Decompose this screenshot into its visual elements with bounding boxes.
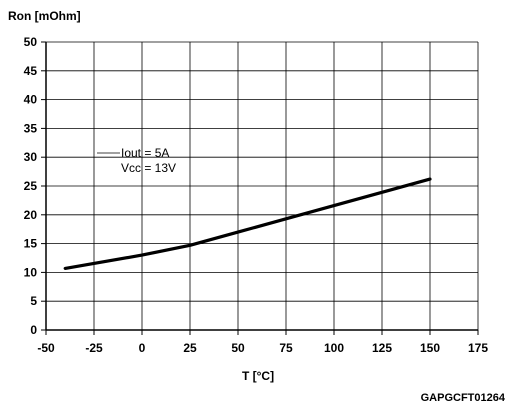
x-tick-label: 175	[468, 341, 488, 355]
x-tick-label: 100	[324, 341, 344, 355]
x-tick-label: 0	[139, 341, 146, 355]
x-tick-label: -25	[85, 341, 103, 355]
y-tick-label: 5	[30, 294, 37, 308]
y-tick-label: 25	[24, 179, 38, 193]
y-tick-label: 15	[24, 237, 38, 251]
y-tick-label: 40	[24, 93, 38, 107]
x-tick-label: -50	[37, 341, 55, 355]
figure-id: GAPGCFT01264	[421, 392, 506, 404]
y-tick-label: 0	[30, 323, 37, 337]
series-line-ron	[63, 177, 432, 270]
annotation-iout: Iout = 5A	[121, 146, 169, 160]
annotation-vcc: Vcc = 13V	[121, 161, 176, 175]
y-tick-label: 30	[24, 150, 38, 164]
grid	[45, 41, 479, 331]
x-tick-label: 75	[279, 341, 293, 355]
y-tick-labels: 0 5 10 15 20 25 30 35 40 45 50	[24, 35, 38, 337]
axes	[41, 41, 479, 335]
x-tick-label: 50	[231, 341, 245, 355]
y-tick-label: 45	[24, 64, 38, 78]
x-tick-label: 150	[420, 341, 440, 355]
y-tick-label: 10	[24, 265, 38, 279]
x-tick-labels: -50 -25 0 25 50 75 100 125 150 175	[37, 341, 488, 355]
y-tick-label: 35	[24, 121, 38, 135]
y-tick-label: 20	[24, 208, 38, 222]
y-axis-label: Ron [mOhm]	[8, 9, 81, 23]
x-tick-label: 25	[183, 341, 197, 355]
series-group	[63, 177, 432, 270]
x-tick-label: 125	[372, 341, 392, 355]
x-axis-label: T [°C]	[242, 369, 274, 383]
y-tick-label: 50	[24, 35, 38, 49]
